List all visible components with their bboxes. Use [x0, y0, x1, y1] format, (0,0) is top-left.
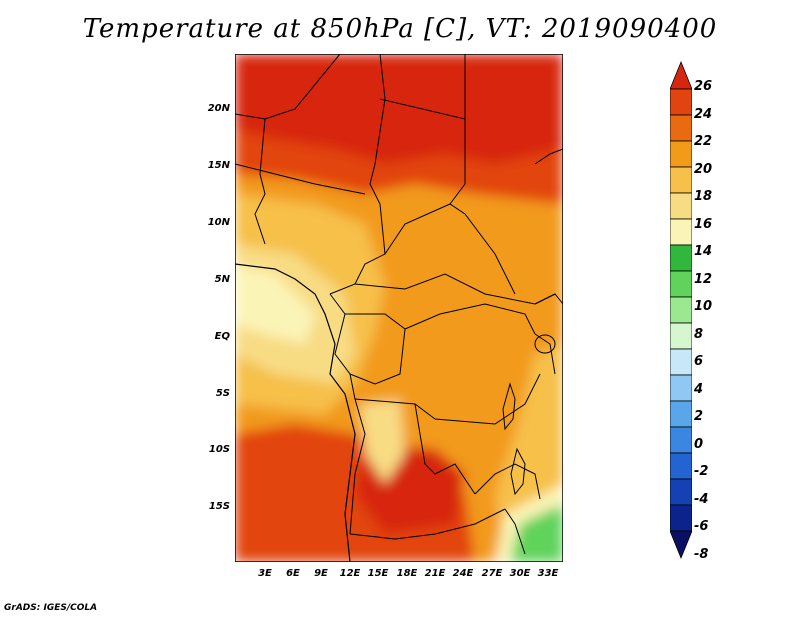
- colorbar-label-10: 10: [694, 299, 713, 314]
- lon-label-21e: 21E: [424, 568, 446, 579]
- colorbar-cell: [670, 374, 692, 402]
- colorbar-label-4: 4: [694, 382, 704, 397]
- colorbar: [670, 60, 692, 560]
- lat-label-5n: 5N: [214, 274, 230, 285]
- lon-label-18e: 18E: [396, 568, 418, 579]
- lon-label-24e: 24E: [452, 568, 474, 579]
- colorbar-label-8: 8: [694, 327, 704, 342]
- field-14-angola: [360, 399, 405, 484]
- colorbar-label-24: 24: [694, 107, 713, 122]
- lon-label-15e: 15E: [367, 568, 389, 579]
- colorbar-cell: [670, 296, 692, 324]
- colorbar-cell: [670, 114, 692, 142]
- lon-label-12e: 12E: [339, 568, 361, 579]
- colorbar-label-18: 18: [694, 189, 713, 204]
- lat-label-15n: 15N: [207, 160, 230, 171]
- colorbar-cell: [670, 60, 692, 90]
- lat-label-10s: 10S: [208, 444, 230, 455]
- colorbar-label-14: 14: [694, 244, 713, 259]
- map-svg: [234, 53, 564, 563]
- colorbar-label-6: 6: [694, 354, 704, 369]
- temperature-map: [234, 53, 564, 563]
- colorbar-cell: [670, 452, 692, 480]
- lon-label-6e: 6E: [286, 568, 300, 579]
- chart-title: Temperature at 850hPa [C], VT: 201909040…: [82, 14, 718, 44]
- colorbar-cell: [670, 426, 692, 454]
- lon-label-27e: 27E: [481, 568, 503, 579]
- colorbar-cell: [670, 478, 692, 506]
- colorbar-cell: [670, 88, 692, 116]
- colorbar-label-neg4: -4: [694, 492, 709, 507]
- colorbar-label-20: 20: [694, 162, 713, 177]
- lat-label-5s: 5S: [215, 388, 230, 399]
- field-14-coast: [235, 264, 315, 344]
- lake-malawi: [510, 447, 526, 496]
- colorbar-label-2: 2: [694, 409, 704, 424]
- coastline-west: [234, 263, 356, 563]
- colorbar-label-neg8: -8: [694, 547, 709, 562]
- lat-label-10n: 10N: [207, 217, 230, 228]
- colorbar-label-12: 12: [694, 272, 713, 287]
- lat-label-eq: EQ: [214, 331, 230, 342]
- colorbar-label-22: 22: [694, 134, 713, 149]
- lat-label-20n: 20N: [207, 103, 230, 114]
- lon-label-33e: 33E: [537, 568, 559, 579]
- lake-victoria: [534, 334, 556, 354]
- colorbar-cell: [670, 348, 692, 376]
- colorbar-label-26: 26: [694, 79, 713, 94]
- country-borders: [234, 53, 564, 555]
- lake-tanganyika: [502, 382, 516, 431]
- lon-label-3e: 3E: [258, 568, 272, 579]
- colorbar-label-neg6: -6: [694, 519, 709, 534]
- colorbar-cell: [670, 504, 692, 532]
- colorbar-cell: [670, 270, 692, 298]
- colorbar-cell: [670, 140, 692, 168]
- colorbar-cell: [670, 192, 692, 220]
- lon-label-9e: 9E: [314, 568, 328, 579]
- lon-label-30e: 30E: [509, 568, 531, 579]
- colorbar-cell: [670, 218, 692, 246]
- colorbar-label-16: 16: [694, 217, 713, 232]
- colorbar-cells: [670, 60, 692, 560]
- colorbar-cell: [670, 322, 692, 350]
- colorbar-label-neg2: -2: [694, 464, 709, 479]
- lat-label-15s: 15S: [208, 501, 230, 512]
- colorbar-cell: [670, 400, 692, 428]
- colorbar-label-0: 0: [694, 437, 704, 452]
- colorbar-cell: [670, 530, 692, 560]
- colorbar-cell: [670, 244, 692, 272]
- colorbar-cell: [670, 166, 692, 194]
- footer-credit: GrADS: IGES/COLA: [4, 603, 98, 613]
